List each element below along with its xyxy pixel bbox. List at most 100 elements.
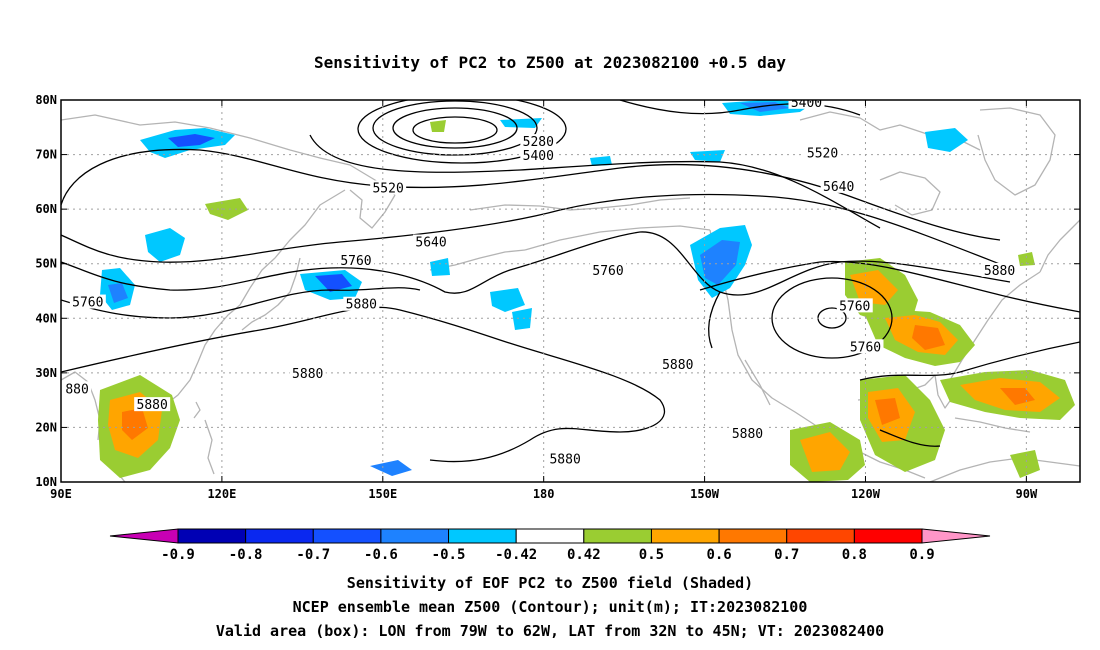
contour-low-ring-4 [357, 100, 567, 164]
lon-tick-label: 120E [207, 487, 236, 501]
valid-area-box [1085, 291, 1100, 362]
colorbar-label: -0.5 [432, 547, 466, 563]
contour-low-ring-2 [392, 107, 518, 149]
contour-labels: 5400528054005520552056405640552057605760… [63, 96, 1018, 468]
contour-label: 5640 [823, 180, 854, 195]
shading-darkorange-us-east [912, 325, 945, 350]
contour-label-bg [788, 100, 825, 109]
contour-5520 [61, 148, 1001, 241]
gridlines [61, 100, 1080, 482]
axis-ticks: 90E120E150E180150W120W90W60W10N20N30N40N… [35, 93, 1080, 501]
colorbar-high-extension [921, 528, 991, 544]
contour-label: 5880 [346, 298, 377, 313]
shading-orange-us-plains [850, 270, 898, 305]
map-frame [60, 99, 1081, 483]
colorbar-label: 0.42 [567, 547, 601, 563]
contour-label-bg [729, 426, 766, 441]
lon-tick-label: 150W [690, 487, 720, 501]
contour-label-bg [520, 147, 557, 162]
lon-tick-label: 90W [1016, 487, 1038, 501]
shading-blue-manchuria [145, 228, 185, 262]
contour-label-bg [847, 339, 884, 354]
colorbar-label: 0.5 [639, 547, 664, 563]
shading-blue-pacific-mid [490, 288, 525, 312]
contour-label: 5760 [592, 264, 623, 279]
contour-label: 5520 [372, 181, 403, 196]
contour-label-bg [289, 366, 326, 381]
shading-orange-mexico [800, 432, 850, 472]
contour-5640 [61, 193, 1011, 269]
colorbar: -0.9 -0.8 -0.7 -0.6 -0.5 -0.42 0.42 0.5 0.6 0.7 0.… [109, 528, 991, 563]
figure-title: Sensitivity of PC2 to Z500 at 2023082100… [314, 53, 786, 72]
colorbar-box [245, 528, 314, 544]
contour-label: 5760 [340, 254, 371, 269]
coast-canada-east [1039, 219, 1080, 273]
shading-blue-pacific-small [512, 308, 532, 330]
colorbar-labels: -0.9 -0.8 -0.7 -0.6 -0.5 -0.42 0.42 0.5 0.6 0.7 0.… [161, 547, 935, 563]
contour-label-bg [413, 234, 450, 249]
lat-tick-label: 40N [35, 311, 57, 325]
colorbar-box [650, 528, 720, 544]
shading-blue-labrador [925, 128, 968, 152]
colorbar-box [786, 528, 855, 544]
caption-line-2: NCEP ensemble mean Z500 (Contour); unit(… [293, 598, 808, 616]
contour-label-bg [520, 134, 557, 149]
lat-tick-label: 60N [35, 202, 57, 216]
colorbar-label: 0.8 [842, 547, 867, 563]
colorbar-label: -0.42 [495, 547, 537, 563]
caption-line-3: Valid area (box): LON from 79W to 62W, L… [216, 622, 884, 640]
contour-label-bg [547, 451, 584, 466]
contour-label-bg [63, 381, 92, 396]
contour-label: 5880 [984, 264, 1015, 279]
shading-blue-east-siberia-sea [500, 118, 542, 128]
contour-label-bg [590, 262, 627, 277]
contour-5400-mid [309, 134, 881, 229]
colorbar-label: 0.9 [909, 547, 934, 563]
contour-label-bg [343, 296, 380, 311]
shading-blue-bering-small [590, 156, 612, 166]
contour-label: 5760 [839, 299, 870, 314]
z500-contours [61, 100, 1080, 463]
contour-label-bg [134, 397, 171, 412]
coast-japan [241, 257, 301, 331]
contour-label: 5880 [292, 367, 323, 382]
contour-label: 5880 [732, 427, 763, 442]
coast-baja [744, 359, 771, 406]
contour-high-5880-east [771, 277, 893, 359]
contour-label: 5880 [137, 398, 168, 413]
colorbar-label: -0.9 [161, 547, 195, 563]
lat-tick-label: 10N [35, 475, 57, 489]
coast-alaska-south [524, 225, 711, 251]
colorbar-box [312, 528, 382, 544]
colorbar-label: -0.7 [296, 547, 330, 563]
coast-philippines [204, 419, 215, 475]
shading-blue-japan-core [315, 274, 352, 292]
coast-us-east [949, 271, 1041, 381]
shading-darkorange-south-china [122, 408, 148, 440]
shading-blue-north-china-core [108, 283, 128, 303]
lon-tick-label: 180 [533, 487, 555, 501]
coast-caribbean [954, 417, 1031, 433]
contour-label-bg [820, 178, 857, 193]
coast-hudson-bay [879, 171, 941, 216]
colorbar-box [853, 528, 923, 544]
map-layers: 5400528054005520552056405640552057605760… [61, 96, 1100, 482]
coast-south-america [929, 457, 1080, 482]
contour-5880-pacific [61, 306, 666, 463]
contour-label: 5280 [523, 135, 554, 150]
colorbar-box [177, 528, 247, 544]
map-area: 5400528054005520552056405640552057605760… [35, 93, 1100, 501]
coast-asia-north [61, 114, 396, 196]
contour-label: 5400 [791, 96, 822, 111]
shading-green-arctic-dot [430, 120, 446, 132]
shading-green-newfoundland [1018, 252, 1035, 266]
shading-blue-beaufort [690, 150, 725, 162]
colorbar-label: 0.6 [706, 547, 731, 563]
lat-tick-label: 80N [35, 93, 57, 107]
colorbar-box [448, 528, 517, 544]
colorbar-label: -0.8 [229, 547, 263, 563]
colorbar-box [583, 528, 652, 544]
contour-5880-subtropics [859, 341, 1080, 381]
colorbar-boxes [177, 528, 923, 544]
